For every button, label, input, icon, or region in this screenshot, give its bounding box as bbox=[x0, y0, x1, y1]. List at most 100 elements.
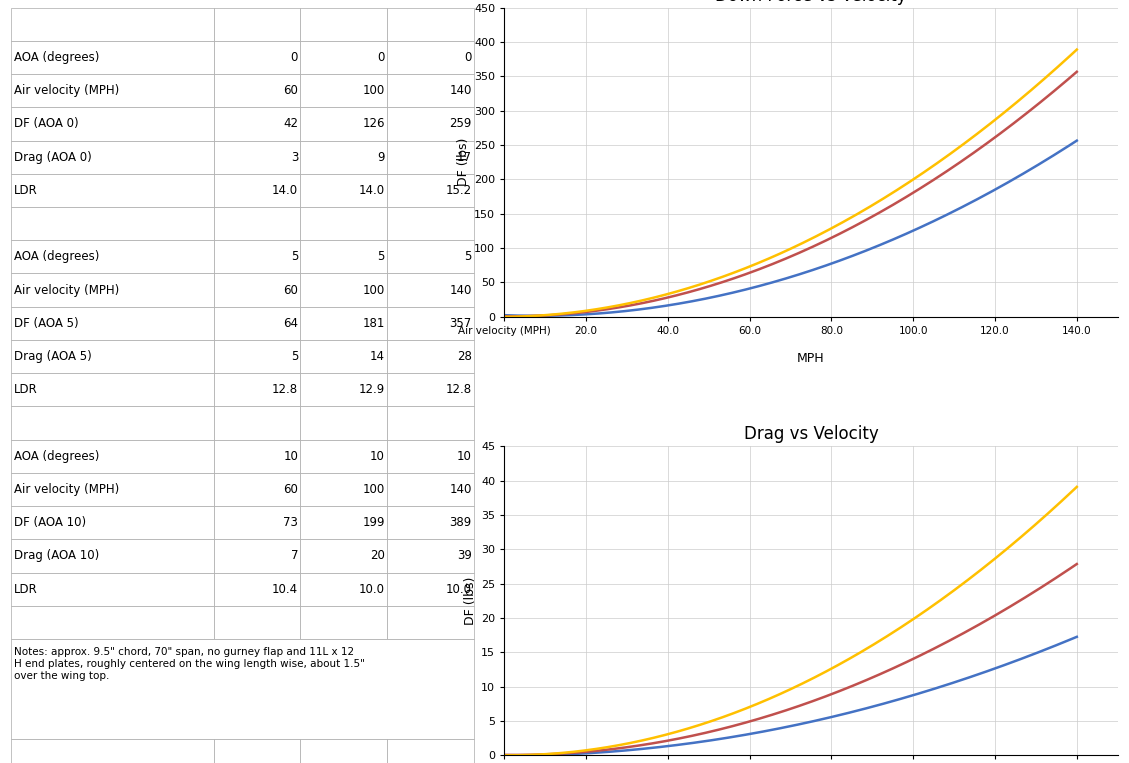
Drag (AOA 5) bbox=[850, 680, 864, 689]
Text: 199: 199 bbox=[362, 517, 385, 530]
Drag (AOA 5) bbox=[839, 684, 852, 694]
Drag (AOA 0) bbox=[839, 709, 852, 718]
Text: DF (AOA 5): DF (AOA 5) bbox=[14, 317, 78, 330]
DF (AOA 0) bbox=[499, 311, 513, 320]
Line: Drag (AOA 5): Drag (AOA 5) bbox=[505, 564, 1077, 755]
Bar bbox=[300, 539, 387, 572]
Bar bbox=[11, 41, 213, 74]
Text: 100: 100 bbox=[362, 284, 385, 297]
Bar bbox=[213, 41, 300, 74]
Text: 28: 28 bbox=[457, 350, 472, 363]
Text: 140: 140 bbox=[449, 284, 472, 297]
Text: 5: 5 bbox=[377, 250, 385, 263]
Bar bbox=[300, 74, 387, 108]
Bar bbox=[213, 539, 300, 572]
Bar bbox=[300, 373, 387, 407]
Text: 389: 389 bbox=[449, 517, 472, 530]
Text: 5: 5 bbox=[290, 250, 298, 263]
Bar bbox=[11, 572, 213, 606]
Text: Air velocity (MPH): Air velocity (MPH) bbox=[14, 84, 119, 97]
Bar bbox=[300, 240, 387, 273]
DF (AOA 0) bbox=[498, 311, 511, 320]
DF (AOA 5) bbox=[498, 312, 511, 321]
DF (AOA 10) bbox=[839, 217, 852, 226]
Bar bbox=[387, 307, 474, 340]
Text: 39: 39 bbox=[457, 549, 472, 562]
Drag (AOA 0) bbox=[840, 709, 854, 718]
Drag (AOA 10) bbox=[501, 751, 515, 760]
Drag (AOA 0) bbox=[850, 707, 864, 716]
Bar bbox=[213, 739, 300, 763]
DF (AOA 0) bbox=[530, 311, 543, 320]
Bar bbox=[11, 739, 213, 763]
Bar bbox=[11, 473, 213, 506]
Bar bbox=[387, 373, 474, 407]
Bar bbox=[213, 273, 300, 307]
Text: 42: 42 bbox=[283, 118, 298, 130]
Drag (AOA 10) bbox=[982, 559, 996, 568]
Bar bbox=[387, 8, 474, 41]
Bar bbox=[387, 439, 474, 473]
Bar bbox=[300, 140, 387, 174]
Bar bbox=[11, 240, 213, 273]
Line: DF (AOA 5): DF (AOA 5) bbox=[505, 72, 1077, 317]
Text: 64: 64 bbox=[283, 317, 298, 330]
Bar bbox=[11, 506, 213, 539]
Bar bbox=[213, 307, 300, 340]
Text: 12.8: 12.8 bbox=[272, 383, 298, 396]
Text: 140: 140 bbox=[449, 84, 472, 97]
Drag (AOA 10) bbox=[1018, 529, 1032, 538]
Text: 181: 181 bbox=[362, 317, 385, 330]
Bar bbox=[213, 240, 300, 273]
Line: Drag (AOA 0): Drag (AOA 0) bbox=[505, 637, 1077, 755]
Bar bbox=[11, 639, 474, 739]
Bar bbox=[300, 739, 387, 763]
Bar bbox=[213, 606, 300, 639]
Bar bbox=[300, 108, 387, 140]
Bar bbox=[300, 439, 387, 473]
Text: 357: 357 bbox=[449, 317, 472, 330]
DF (AOA 5) bbox=[840, 225, 854, 234]
DF (AOA 10) bbox=[848, 211, 861, 220]
Drag (AOA 5) bbox=[982, 614, 996, 623]
Drag (AOA 10) bbox=[839, 656, 852, 665]
Text: 0: 0 bbox=[464, 51, 472, 64]
Bar bbox=[300, 606, 387, 639]
Text: LDR: LDR bbox=[14, 583, 37, 596]
Drag (AOA 5) bbox=[498, 750, 511, 759]
DF (AOA 5) bbox=[499, 312, 513, 321]
Bar bbox=[213, 473, 300, 506]
Drag (AOA 0) bbox=[501, 751, 515, 760]
Text: 7: 7 bbox=[290, 549, 298, 562]
DF (AOA 5) bbox=[504, 312, 517, 321]
Text: 10: 10 bbox=[370, 449, 385, 463]
DF (AOA 5) bbox=[1070, 67, 1084, 76]
DF (AOA 5) bbox=[839, 227, 852, 236]
Text: 100: 100 bbox=[362, 483, 385, 496]
Text: 126: 126 bbox=[362, 118, 385, 130]
Bar bbox=[300, 506, 387, 539]
DF (AOA 10) bbox=[1016, 92, 1030, 101]
Drag (AOA 10) bbox=[850, 650, 864, 659]
Text: 3: 3 bbox=[290, 150, 298, 164]
DF (AOA 0) bbox=[1018, 168, 1032, 177]
Bar bbox=[11, 539, 213, 572]
Text: 14: 14 bbox=[370, 350, 385, 363]
Drag (AOA 10) bbox=[499, 751, 513, 760]
Text: 0: 0 bbox=[290, 51, 298, 64]
Text: 100: 100 bbox=[362, 84, 385, 97]
Text: Air velocity (MPH): Air velocity (MPH) bbox=[14, 284, 119, 297]
Bar bbox=[387, 572, 474, 606]
Bar bbox=[300, 572, 387, 606]
Bar bbox=[387, 407, 474, 439]
Text: Drag (AOA 0): Drag (AOA 0) bbox=[14, 150, 91, 164]
Drag (AOA 10) bbox=[1070, 482, 1084, 491]
Bar bbox=[300, 340, 387, 373]
Bar bbox=[213, 8, 300, 41]
Text: 12.8: 12.8 bbox=[446, 383, 472, 396]
Bar bbox=[387, 473, 474, 506]
Y-axis label: DF (lbs): DF (lbs) bbox=[464, 577, 476, 625]
Bar bbox=[387, 273, 474, 307]
Text: 140: 140 bbox=[449, 483, 472, 496]
Bar bbox=[11, 273, 213, 307]
